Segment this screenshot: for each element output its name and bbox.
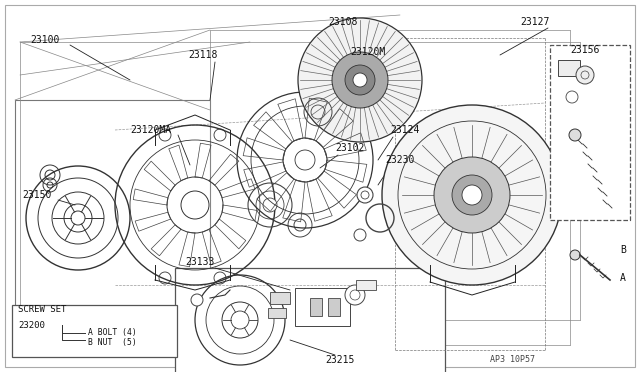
Text: 23102: 23102 xyxy=(335,143,364,153)
Text: 23200: 23200 xyxy=(18,321,45,330)
Text: 23230: 23230 xyxy=(385,155,414,165)
Bar xyxy=(270,292,290,304)
Circle shape xyxy=(71,211,85,225)
Circle shape xyxy=(569,129,581,141)
Text: 23118: 23118 xyxy=(188,50,218,60)
Circle shape xyxy=(382,105,562,285)
Bar xyxy=(558,60,580,76)
Circle shape xyxy=(566,91,578,103)
Text: 23108: 23108 xyxy=(328,17,357,27)
Text: 23150: 23150 xyxy=(22,190,51,200)
Text: 23127: 23127 xyxy=(520,17,549,27)
Circle shape xyxy=(298,18,422,142)
Text: A: A xyxy=(620,273,626,283)
Circle shape xyxy=(191,294,203,306)
Text: 23120MA: 23120MA xyxy=(130,125,171,135)
Text: 23120M: 23120M xyxy=(350,47,385,57)
Text: A BOLT (4): A BOLT (4) xyxy=(88,328,137,337)
Bar xyxy=(310,298,322,316)
Circle shape xyxy=(462,185,482,205)
Bar xyxy=(12,305,177,357)
Text: 23133: 23133 xyxy=(185,257,214,267)
Text: B NUT  (5): B NUT (5) xyxy=(88,337,137,346)
Bar xyxy=(15,100,210,345)
Bar xyxy=(356,280,376,290)
Circle shape xyxy=(434,157,510,233)
Circle shape xyxy=(452,175,492,215)
Circle shape xyxy=(570,250,580,260)
Bar xyxy=(295,288,350,326)
Bar xyxy=(328,298,340,316)
Circle shape xyxy=(263,198,277,212)
Circle shape xyxy=(231,311,249,329)
Circle shape xyxy=(353,73,367,87)
Text: 23124: 23124 xyxy=(390,125,419,135)
Bar xyxy=(175,268,445,372)
Circle shape xyxy=(345,285,365,305)
Circle shape xyxy=(354,229,366,241)
Bar xyxy=(550,45,630,220)
Circle shape xyxy=(357,187,373,203)
Text: 23100: 23100 xyxy=(30,35,60,45)
Text: SCREW SET: SCREW SET xyxy=(18,305,67,314)
Circle shape xyxy=(345,65,375,95)
Text: 23156: 23156 xyxy=(570,45,600,55)
Text: AP3 10P57: AP3 10P57 xyxy=(490,356,535,365)
Circle shape xyxy=(576,66,594,84)
Text: B: B xyxy=(620,245,626,255)
Bar xyxy=(268,308,286,318)
Circle shape xyxy=(332,52,388,108)
Text: 23215: 23215 xyxy=(325,355,355,365)
